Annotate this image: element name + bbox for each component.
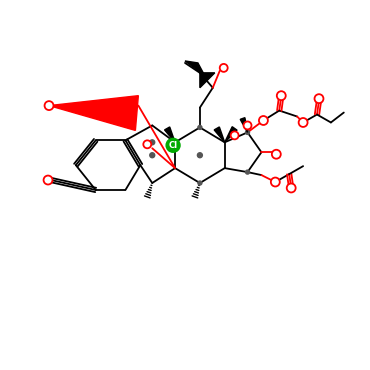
Circle shape	[143, 140, 151, 148]
Polygon shape	[240, 118, 248, 132]
Circle shape	[299, 118, 307, 127]
Circle shape	[150, 153, 155, 158]
Circle shape	[246, 130, 249, 134]
Polygon shape	[214, 127, 225, 142]
Circle shape	[198, 153, 202, 158]
Circle shape	[259, 116, 268, 125]
Circle shape	[231, 131, 239, 139]
Polygon shape	[200, 73, 215, 88]
Circle shape	[150, 140, 155, 145]
Circle shape	[314, 94, 323, 103]
Circle shape	[287, 184, 296, 192]
Polygon shape	[165, 127, 175, 142]
Text: Cl: Cl	[168, 141, 178, 150]
Circle shape	[166, 138, 180, 152]
Circle shape	[277, 91, 286, 100]
Circle shape	[198, 125, 202, 130]
Polygon shape	[49, 96, 138, 130]
Polygon shape	[225, 127, 237, 142]
Circle shape	[272, 150, 281, 159]
Circle shape	[44, 176, 53, 185]
Circle shape	[243, 121, 252, 130]
Circle shape	[198, 181, 202, 185]
Polygon shape	[185, 61, 205, 76]
Circle shape	[44, 101, 54, 110]
Circle shape	[246, 170, 249, 174]
Circle shape	[271, 178, 280, 186]
Circle shape	[220, 64, 228, 72]
